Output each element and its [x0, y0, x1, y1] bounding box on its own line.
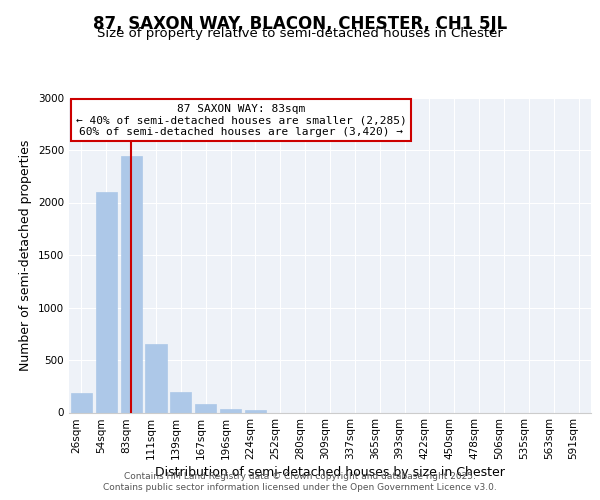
Text: Contains HM Land Registry data © Crown copyright and database right 2025.: Contains HM Land Registry data © Crown c… — [124, 472, 476, 481]
Text: Contains public sector information licensed under the Open Government Licence v3: Contains public sector information licen… — [103, 484, 497, 492]
X-axis label: Distribution of semi-detached houses by size in Chester: Distribution of semi-detached houses by … — [155, 466, 505, 479]
Bar — [71, 393, 92, 412]
Bar — [245, 410, 266, 412]
Y-axis label: Number of semi-detached properties: Number of semi-detached properties — [19, 140, 32, 370]
Bar — [145, 344, 167, 412]
Bar — [96, 192, 117, 412]
Text: 87, SAXON WAY, BLACON, CHESTER, CH1 5JL: 87, SAXON WAY, BLACON, CHESTER, CH1 5JL — [93, 15, 507, 33]
Bar — [220, 409, 241, 412]
Text: Size of property relative to semi-detached houses in Chester: Size of property relative to semi-detach… — [97, 28, 503, 40]
Text: 87 SAXON WAY: 83sqm
← 40% of semi-detached houses are smaller (2,285)
60% of sem: 87 SAXON WAY: 83sqm ← 40% of semi-detach… — [76, 104, 407, 137]
Bar — [195, 404, 216, 412]
Bar — [170, 392, 191, 412]
Bar — [121, 156, 142, 412]
